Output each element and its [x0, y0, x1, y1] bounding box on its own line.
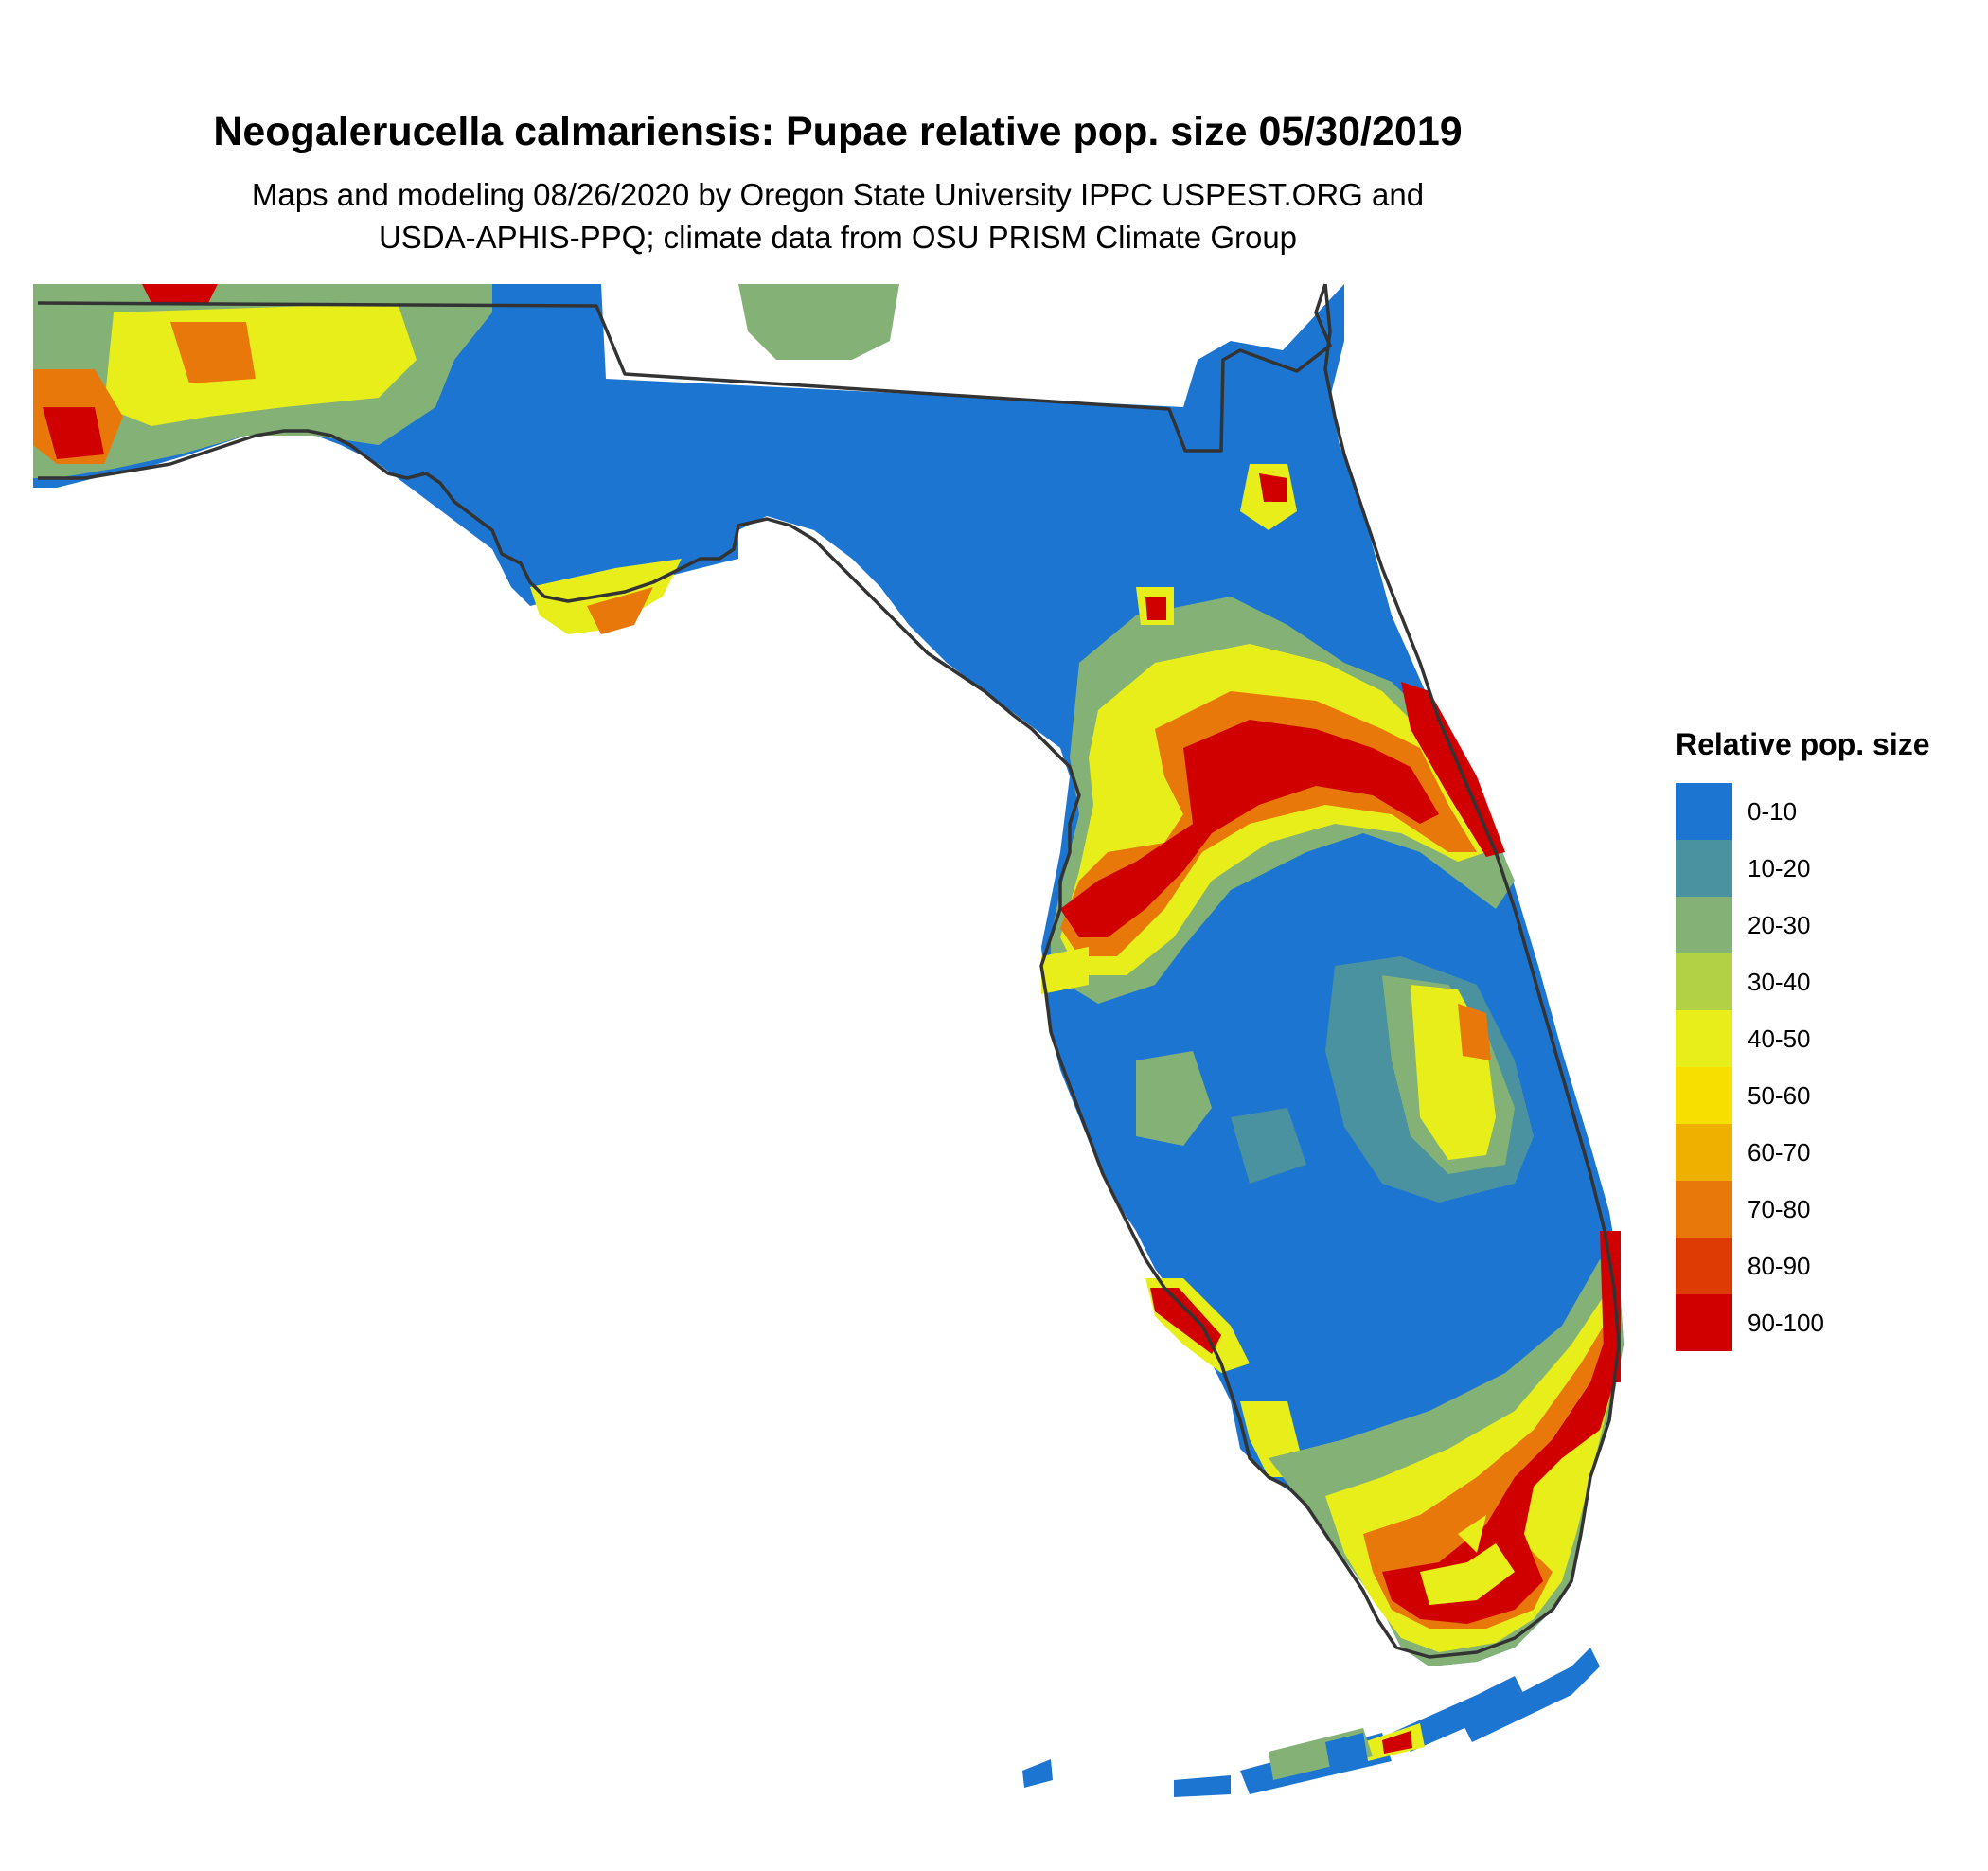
- legend-item: 30-40: [1676, 953, 1930, 1010]
- keys-4: [1392, 1676, 1524, 1752]
- map-subtitle-line-2: USDA-APHIS-PPQ; climate data from OSU PR…: [378, 220, 1298, 255]
- legend-item: 10-20: [1676, 840, 1930, 897]
- legend-label: 90-100: [1748, 1308, 1824, 1337]
- legend-item: 0-10: [1676, 783, 1930, 840]
- map-title: Neogalerucella calmariensis: Pupae relat…: [213, 109, 1463, 154]
- legend-swatch: [1676, 1238, 1732, 1294]
- panhandle-heat: [33, 284, 899, 634]
- legend-swatch: [1676, 897, 1732, 953]
- legend-swatch: [1676, 840, 1732, 897]
- legend-items: 0-10 10-20 20-30 30-40 40-50 50-60 60-70…: [1676, 783, 1930, 1351]
- legend-swatch: [1676, 1181, 1732, 1238]
- legend-item: 70-80: [1676, 1181, 1930, 1238]
- keys-5: [1463, 1648, 1600, 1742]
- legend-swatch: [1676, 783, 1732, 840]
- south-heat: [1269, 1231, 1624, 1780]
- legend-item: 90-100: [1676, 1294, 1930, 1351]
- central-heat: [1041, 464, 1515, 1004]
- legend-label: 30-40: [1748, 967, 1811, 996]
- legend-swatch: [1676, 1010, 1732, 1067]
- map-subtitle-line-1: Maps and modeling 08/26/2020 by Oregon S…: [251, 177, 1425, 212]
- legend-label: 10-20: [1748, 853, 1811, 882]
- legend-swatch: [1676, 1067, 1732, 1124]
- state-outline: [37, 283, 1621, 1659]
- mid-state-heat: [1136, 956, 1534, 1203]
- florida-border: [37, 283, 1621, 1659]
- keys-2: [1174, 1775, 1231, 1797]
- map-legend: Relative pop. size 0-10 10-20 20-30 30-4…: [1676, 727, 1930, 1351]
- legend-label: 50-60: [1748, 1080, 1811, 1110]
- legend-swatch: [1676, 1124, 1732, 1181]
- legend-item: 80-90: [1676, 1238, 1930, 1294]
- legend-label: 40-50: [1748, 1024, 1811, 1053]
- legend-label: 0-10: [1748, 796, 1798, 826]
- legend-swatch: [1676, 953, 1732, 1010]
- legend-item: 20-30: [1676, 897, 1930, 953]
- legend-label: 60-70: [1748, 1137, 1811, 1167]
- legend-item: 60-70: [1676, 1124, 1930, 1181]
- legend-title: Relative pop. size: [1676, 727, 1930, 761]
- legend-label: 20-30: [1748, 910, 1811, 939]
- legend-item: 50-60: [1676, 1067, 1930, 1124]
- keys-1: [1022, 1759, 1053, 1788]
- legend-label: 80-90: [1748, 1251, 1811, 1280]
- legend-item: 40-50: [1676, 1010, 1930, 1067]
- legend-swatch: [1676, 1294, 1732, 1351]
- legend-label: 70-80: [1748, 1194, 1811, 1223]
